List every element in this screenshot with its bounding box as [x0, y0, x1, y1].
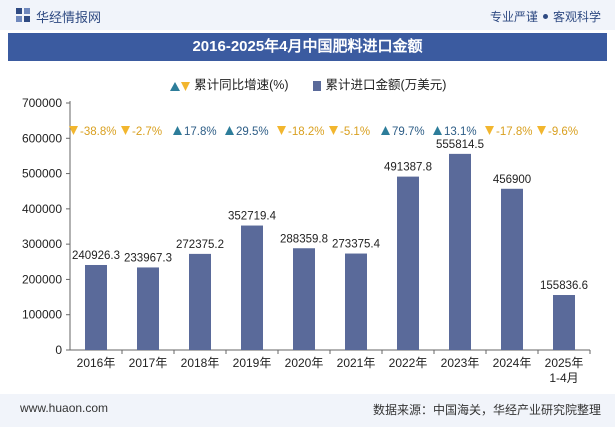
slogan: 专业严谨 客观科学 — [490, 8, 601, 25]
x-tick-label: 1-4月 — [549, 371, 578, 385]
x-tick-label: 2019年 — [233, 356, 272, 370]
bar — [501, 188, 523, 350]
bar-value-label: 352719.4 — [228, 211, 277, 223]
bar-value-label: 491387.8 — [384, 162, 432, 174]
brand-name: 华经情报网 — [36, 10, 102, 25]
chart-legend: 累计同比增速(%) 累计进口金额(万美元) — [0, 74, 615, 92]
y-tick-label: 200000 — [22, 272, 62, 286]
growth-up-marker — [225, 126, 234, 135]
growth-down-marker — [121, 126, 130, 135]
y-tick-label: 300000 — [22, 237, 62, 251]
bar — [345, 253, 367, 350]
x-tick-label: 2023年 — [441, 356, 480, 370]
y-tick-label: 500000 — [22, 167, 62, 181]
x-tick-label: 2018年 — [181, 356, 220, 370]
top-banner — [0, 0, 615, 30]
bar — [85, 264, 107, 350]
growth-down-marker — [485, 126, 494, 135]
y-tick-label: 100000 — [22, 308, 62, 322]
growth-legend-icon — [169, 81, 190, 91]
growth-up-marker — [381, 126, 390, 135]
bar — [449, 153, 471, 350]
legend-amount-label: 累计进口金额(万美元) — [325, 78, 447, 92]
x-tick-label: 2020年 — [285, 356, 324, 370]
x-tick-label: 2022年 — [389, 356, 428, 370]
data-source: 数据来源：中国海关，华经产业研究院整理 — [372, 403, 601, 417]
y-tick-label: 400000 — [22, 202, 62, 216]
bar-value-label: 555814.5 — [436, 139, 484, 151]
bar — [241, 225, 263, 350]
y-tick-label: 700000 — [22, 96, 62, 110]
chart-title: 2016-2025年4月中国肥料进口金额 — [8, 33, 607, 61]
x-tick-label: 2017年 — [129, 356, 168, 370]
growth-up-marker — [433, 126, 442, 135]
legend-growth: 累计同比增速(%) — [169, 74, 289, 93]
amount-legend-icon — [313, 80, 322, 91]
logo-icon — [16, 8, 30, 22]
bar — [397, 176, 419, 350]
growth-down-marker — [69, 126, 78, 135]
growth-label: 29.5% — [236, 126, 269, 138]
y-tick-label: 0 — [55, 343, 62, 357]
growth-up-marker — [173, 126, 182, 135]
growth-label: -9.6% — [548, 126, 578, 138]
bar-value-label: 273375.4 — [332, 239, 381, 251]
growth-down-marker — [277, 126, 286, 135]
growth-label: -18.2% — [288, 126, 324, 138]
growth-down-marker — [537, 126, 546, 135]
separator-dot — [542, 14, 548, 20]
x-tick-label: 2016年 — [77, 356, 116, 370]
bar-value-label: 233967.3 — [124, 252, 172, 264]
bar-value-label: 155836.6 — [540, 280, 588, 292]
x-tick-label: 2021年 — [337, 356, 376, 370]
legend-amount: 累计进口金额(万美元) — [312, 74, 446, 93]
y-tick-label: 600000 — [22, 131, 62, 145]
slogan-right: 客观科学 — [552, 10, 601, 24]
bar — [137, 267, 159, 350]
growth-label: -17.8% — [496, 126, 532, 138]
site-url: www.huaon.com — [20, 401, 109, 415]
growth-label: -5.1% — [340, 126, 370, 138]
x-tick-label: 2024年 — [493, 356, 532, 370]
growth-label: -38.8% — [80, 126, 116, 138]
legend-growth-label: 累计同比增速(%) — [194, 78, 289, 92]
growth-label: 79.7% — [392, 126, 425, 138]
slogan-left: 专业严谨 — [489, 10, 538, 24]
growth-down-marker — [329, 126, 338, 135]
bar-value-label: 272375.2 — [176, 239, 224, 251]
bar — [189, 253, 211, 350]
bar-value-label: 240926.3 — [72, 250, 120, 262]
bar-value-label: 288359.8 — [280, 233, 328, 245]
growth-label: 17.8% — [184, 126, 217, 138]
bar — [293, 248, 315, 350]
growth-label: 13.1% — [444, 126, 477, 138]
growth-label: -2.7% — [132, 126, 162, 138]
bar-value-label: 456900 — [493, 174, 531, 186]
bar — [553, 295, 575, 350]
footer-bar — [0, 394, 615, 427]
x-tick-label: 2025年 — [545, 356, 584, 370]
